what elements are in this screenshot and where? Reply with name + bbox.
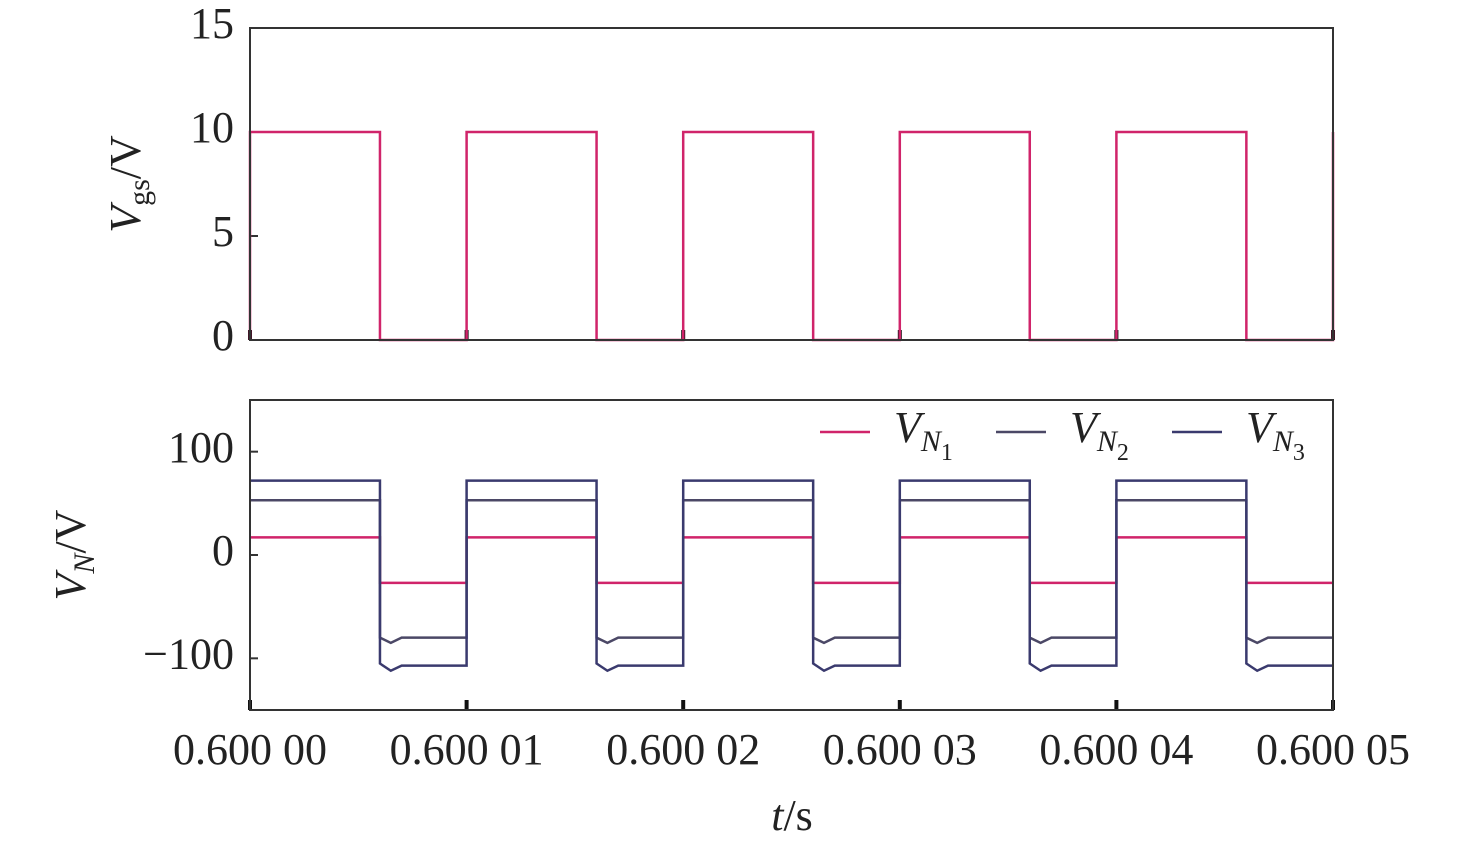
y-axis-label: Vgs/V: [101, 135, 156, 233]
x-tick-label: 0.600 04: [1039, 725, 1193, 774]
legend-label: VN3: [1246, 403, 1305, 465]
series-line: [250, 536, 1333, 585]
x-tick-label: 0.600 00: [173, 725, 327, 774]
y-tick-label: 5: [212, 207, 234, 256]
series-line: [250, 498, 1333, 645]
x-tick-label: 0.600 01: [390, 725, 544, 774]
y-tick-label: 0: [212, 526, 234, 575]
x-tick-label: 0.600 03: [823, 725, 977, 774]
series-line: [250, 479, 1333, 673]
y-axis-label: VN/V: [46, 509, 101, 600]
y-tick-label: 15: [190, 0, 234, 48]
plot-frame: [249, 399, 1334, 711]
plot-frame: [249, 27, 1334, 341]
x-axis-label: t/s: [771, 791, 813, 840]
x-tick-label: 0.600 05: [1256, 725, 1410, 774]
legend-label: VN2: [1070, 403, 1129, 465]
x-tick-label: 0.600 02: [606, 725, 760, 774]
series-line: [248, 130, 1335, 342]
y-tick-label: 0: [212, 311, 234, 360]
y-tick-label: 10: [190, 103, 234, 152]
legend-label: VN1: [894, 403, 953, 465]
y-tick-label: 100: [168, 423, 234, 472]
y-tick-label: −100: [143, 629, 234, 678]
